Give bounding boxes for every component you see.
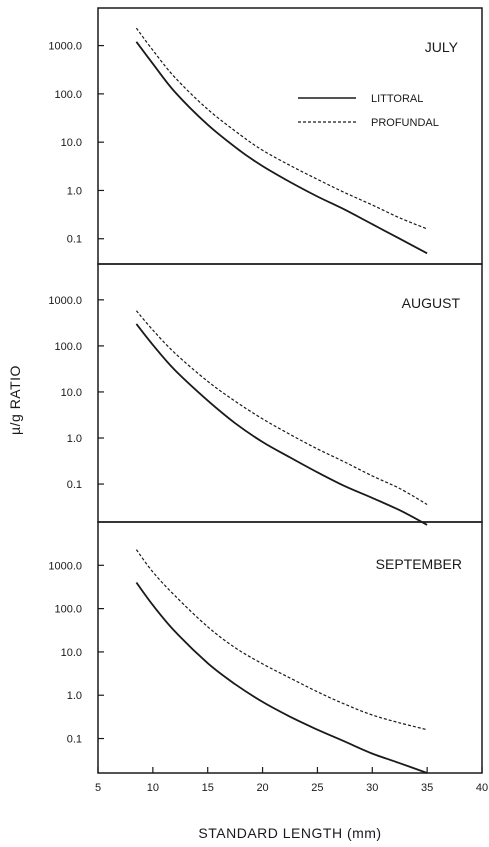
x-tick-label: 10	[147, 782, 159, 794]
x-tick-label: 30	[366, 782, 378, 794]
legend-label-profundal: PROFUNDAL	[371, 117, 439, 129]
y-tick-label: 0.1	[67, 234, 82, 246]
panel-title: AUGUST	[402, 295, 461, 311]
x-tick-label: 5	[95, 782, 101, 794]
y-tick-label: 0.1	[67, 734, 82, 746]
y-tick-label: 10.0	[61, 137, 82, 149]
y-tick-label: 1.0	[67, 433, 82, 445]
series-line-littoral	[135, 323, 428, 526]
panel-september: SEPTEMBER 1000.0 100.0 10.0 1.0 0.1	[48, 521, 483, 774]
series-group	[135, 549, 428, 774]
panel-july: JULY LITTORAL PROFUNDAL 1000.0100.010.01…	[48, 7, 483, 265]
y-tick-label: 1000.0	[48, 41, 82, 53]
legend-label-littoral: LITTORAL	[371, 93, 423, 105]
series-line-littoral	[135, 41, 428, 255]
panel-title: SEPTEMBER	[376, 556, 462, 572]
x-tick-label: 40	[476, 782, 488, 794]
x-tick-label: 25	[311, 782, 323, 794]
y-tick-label: 1.0	[67, 690, 82, 702]
y-tick-label: 1.0	[67, 185, 82, 197]
x-tick-label: 35	[421, 782, 433, 794]
panel-title: JULY	[425, 39, 459, 55]
y-tick-label: 100.0	[54, 604, 82, 616]
x-tick-label: 20	[256, 782, 268, 794]
series-line-profundal	[135, 27, 428, 230]
y-tick-label: 10.0	[61, 387, 82, 399]
y-axis-ticks: 1000.0 100.0 10.0 1.0 0.1	[48, 560, 104, 746]
panel-frame	[97, 521, 483, 774]
legend: LITTORAL PROFUNDAL	[298, 93, 439, 129]
series-line-profundal	[135, 310, 428, 506]
y-tick-label: 10.0	[61, 647, 82, 659]
series-line-littoral	[135, 581, 428, 774]
series-group	[135, 27, 428, 255]
y-tick-label: 0.1	[67, 479, 82, 491]
y-tick-label: 100.0	[54, 89, 82, 101]
x-axis-title: STANDARD LENGTH (mm)	[198, 825, 381, 841]
panel-august: AUGUST 1000.0 100.0 10.0 1.0 0.1	[48, 263, 483, 526]
y-axis-ticks: 1000.0 100.0 10.0 1.0 0.1	[48, 295, 104, 491]
x-axis-ticks: 5 10 15 20 25 30 35 40	[95, 767, 488, 794]
y-tick-label: 1000.0	[48, 560, 82, 572]
series-line-profundal	[135, 549, 428, 731]
y-axis-title: µ/g RATIO	[7, 365, 23, 435]
series-group	[135, 310, 428, 526]
y-axis-ticks: 1000.0 100.0 10.0 1.0 0.1	[48, 41, 104, 246]
y-tick-label: 1000.0	[48, 295, 82, 307]
y-tick-label: 100.0	[54, 341, 82, 353]
x-tick-label: 15	[202, 782, 214, 794]
